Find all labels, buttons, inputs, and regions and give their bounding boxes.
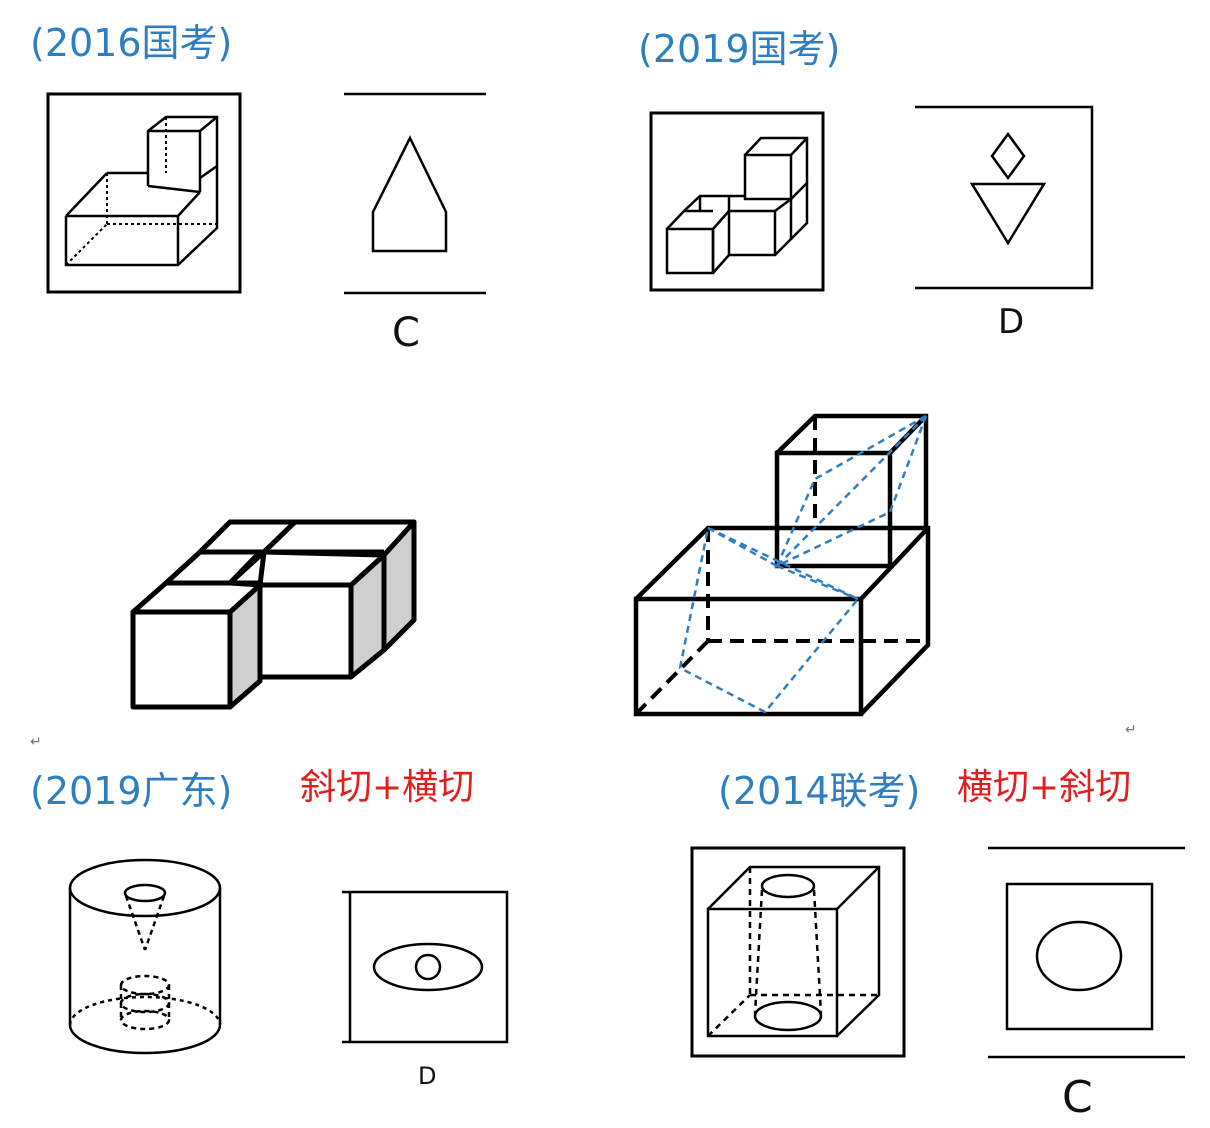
answer-letter-2019-guokao: D	[998, 302, 1025, 342]
label-2014-liankao: (2014联考)	[718, 769, 921, 813]
figure-2016-solid	[46, 92, 242, 294]
answer-option-2016-c	[344, 92, 486, 295]
label-2019-guangdong: (2019广东)	[30, 769, 233, 813]
label-2016-guokao: (2016国考)	[30, 21, 233, 65]
figure-shaded-cube-block	[130, 519, 417, 710]
answer-letter-2019-guangdong: D	[418, 1062, 437, 1090]
figure-cylinder-cone	[68, 858, 222, 1055]
return-mark-right: ↵	[1125, 722, 1137, 738]
answer-letter-2016: C	[392, 310, 420, 356]
figure-2019-cubes	[649, 111, 825, 292]
label-method-left: 斜切+横切	[300, 767, 475, 808]
answer-letter-2014: C	[1062, 1072, 1093, 1123]
answer-option-2014-c	[988, 846, 1185, 1059]
return-mark-left: ↵	[30, 734, 42, 750]
label-method-right: 横切+斜切	[957, 767, 1132, 808]
answer-option-2019-guokao-d	[915, 105, 1094, 290]
label-2019-guokao: (2019国考)	[638, 27, 841, 71]
figure-cube-cut-planes	[633, 413, 931, 717]
figure-cube-cylinder-hole	[690, 846, 906, 1058]
answer-option-2019-guangdong-d	[342, 890, 509, 1044]
